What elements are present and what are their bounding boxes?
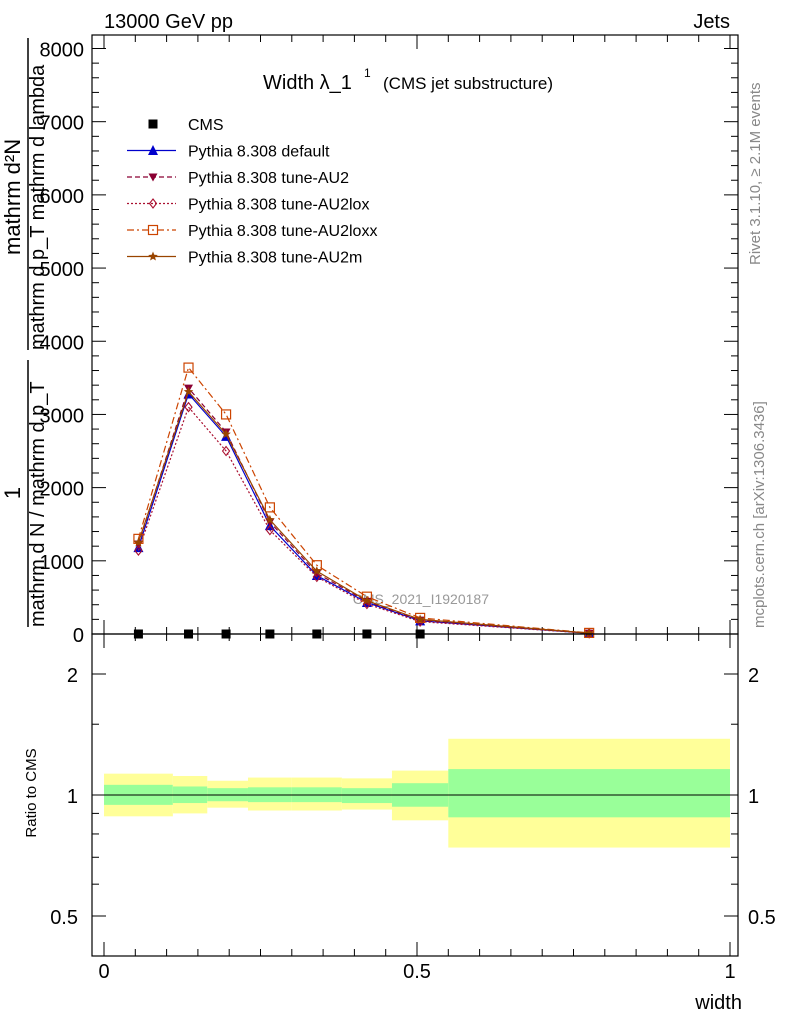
main-axis-ticks	[92, 35, 738, 635]
data-point-pythia-8-308-tune-au2m	[584, 628, 594, 638]
mcplots-label: mcplots.cern.ch [arXiv:1306.3436]	[751, 401, 768, 628]
ratio-stat-band	[448, 769, 730, 818]
legend-label-cms: CMS	[188, 117, 224, 134]
ratio-y-tick-label-right: 1	[748, 786, 759, 808]
legend-marker-pythia-8-308-tune-au2	[148, 173, 158, 182]
ratio-y-tick-label: 0.5	[50, 907, 78, 929]
x-tick-label: 0.5	[403, 961, 431, 983]
analysis-watermark: CMS_2021_I1920187	[353, 591, 489, 607]
ratio-bands	[104, 738, 730, 848]
header-right: Jets	[693, 11, 730, 33]
header-left: 13000 GeV pp	[104, 11, 233, 33]
main-y-axis-label: 1 mathrm d N / mathrm d p_T mathrm d²N m…	[0, 38, 49, 627]
data-point-pythia-8-308-tune-au2lox	[312, 571, 322, 583]
legend-label-pythia-8-308-tune-au2m: Pythia 8.308 tune-AU2m	[188, 250, 362, 267]
legend-label-pythia-8-308-tune-au2: Pythia 8.308 tune-AU2	[188, 170, 349, 187]
data-point-pythia-8-308-tune-au2m	[133, 537, 144, 547]
main-y-tick-label: 4000	[40, 332, 85, 354]
main-y-tick-label: 1000	[40, 552, 85, 574]
data-point-pythia-8-308-tune-au2m	[415, 614, 425, 624]
chart-title-superscript: 1	[364, 66, 371, 80]
x-tick-label: 1	[724, 961, 735, 983]
main-y-tick-label: 5000	[40, 259, 85, 281]
ratio-y-tick-label: 1	[67, 786, 78, 808]
legend-marker-pythia-8-308-default	[148, 145, 158, 155]
series-line-pythia-8-308-tune-au2m	[137, 390, 590, 634]
ylabel-prefix-numerator: 1	[0, 487, 25, 499]
ylabel-denominator: mathrm d p_T mathrm d lambda	[27, 64, 49, 350]
data-point-pythia-8-308-tune-au2m	[312, 566, 322, 576]
data-point-pythia-8-308-tune-au2lox	[265, 524, 275, 536]
ratio-y-tick-labels: 0.5 0.5 1 1 2 2	[50, 665, 776, 929]
data-point-pythia-8-308-tune-au2m	[265, 514, 275, 524]
x-tick-labels: 0 0.5 1	[98, 961, 735, 983]
main-y-tick-label: 7000	[40, 113, 85, 135]
legend-label-pythia-8-308-tune-au2lox: Pythia 8.308 tune-AU2lox	[188, 197, 369, 214]
ratio-frame	[91, 633, 739, 957]
x-axis-label: width	[694, 992, 742, 1014]
ratio-y-tick-label-right: 2	[748, 665, 759, 687]
chart-title: Width λ_1	[263, 72, 352, 94]
data-point-pythia-8-308-tune-au2m	[221, 429, 231, 439]
main-y-tick-label: 2000	[40, 479, 85, 501]
data-point-pythia-8-308-tune-au2lox	[134, 545, 143, 556]
ratio-y-axis-label: Ratio to CMS	[23, 748, 40, 837]
data-point-pythia-8-308-tune-au2m	[183, 386, 194, 396]
ratio-panel: 0.5 0.51 12 2 0 0.5 1 Ratio to CMS width	[23, 633, 776, 1014]
data-point-pythia-8-308-tune-au2loxx	[264, 502, 275, 513]
chart-subtitle: (CMS jet substructure)	[383, 74, 553, 93]
main-y-tick-label: 8000	[40, 40, 85, 62]
series-line-pythia-8-308-tune-au2lox	[137, 405, 590, 634]
legend-label-pythia-8-308-tune-au2loxx: Pythia 8.308 tune-AU2loxx	[188, 223, 377, 240]
main-y-tick-label: 6000	[40, 186, 85, 208]
data-point-pythia-8-308-tune-au2lox	[184, 401, 193, 413]
legend-label-pythia-8-308-default: Pythia 8.308 default	[188, 144, 330, 161]
main-y-tick-label: 0	[73, 625, 84, 647]
x-tick-label: 0	[98, 961, 109, 983]
data-point-pythia-8-308-tune-au2	[312, 569, 322, 578]
series-line-pythia-8-308-tune-au2loxx	[137, 366, 590, 634]
data-point-pythia-8-308-tune-au2m	[362, 595, 372, 605]
ratio-y-tick-label: 2	[67, 665, 78, 687]
ratio-y-tick-label-right: 0.5	[748, 907, 776, 929]
series-line-pythia-8-308-default	[137, 392, 590, 634]
rivet-version-label: Rivet 3.1.10, ≥ 2.1M events	[747, 83, 764, 266]
data-point-pythia-8-308-tune-au2lox	[221, 445, 231, 457]
data-point-pythia-8-308-tune-au2loxx	[183, 362, 194, 373]
ylabel-numerator: mathrm d²N	[0, 139, 25, 255]
ylabel-prefix-denominator: mathrm d N / mathrm d p_T	[27, 381, 49, 627]
data-point-pythia-8-308-tune-au2	[265, 518, 275, 527]
legend-marker-pythia-8-308-tune-au2lox	[148, 198, 158, 209]
main-y-tick-labels: 0 1000 2000 3000 4000 5000 6000 7000 8000	[40, 40, 85, 648]
legend-marker-cms	[148, 119, 158, 129]
legend: CMS Pythia 8.308 default Pythia 8.308 tune…	[127, 117, 377, 267]
main-panel: 0 1000 2000 3000 4000 5000 6000 7000 8000 Width …	[0, 34, 739, 648]
ratio-axis-ticks	[92, 634, 738, 956]
legend-marker-pythia-8-308-tune-au2m	[148, 251, 158, 261]
series-line-pythia-8-308-tune-au2	[137, 386, 590, 634]
main-y-tick-label: 3000	[40, 405, 85, 427]
data-point-pythia-8-308-tune-au2loxx	[220, 409, 232, 420]
legend-marker-pythia-8-308-tune-au2loxx	[147, 224, 159, 236]
ratio-stat-band	[341, 788, 392, 804]
